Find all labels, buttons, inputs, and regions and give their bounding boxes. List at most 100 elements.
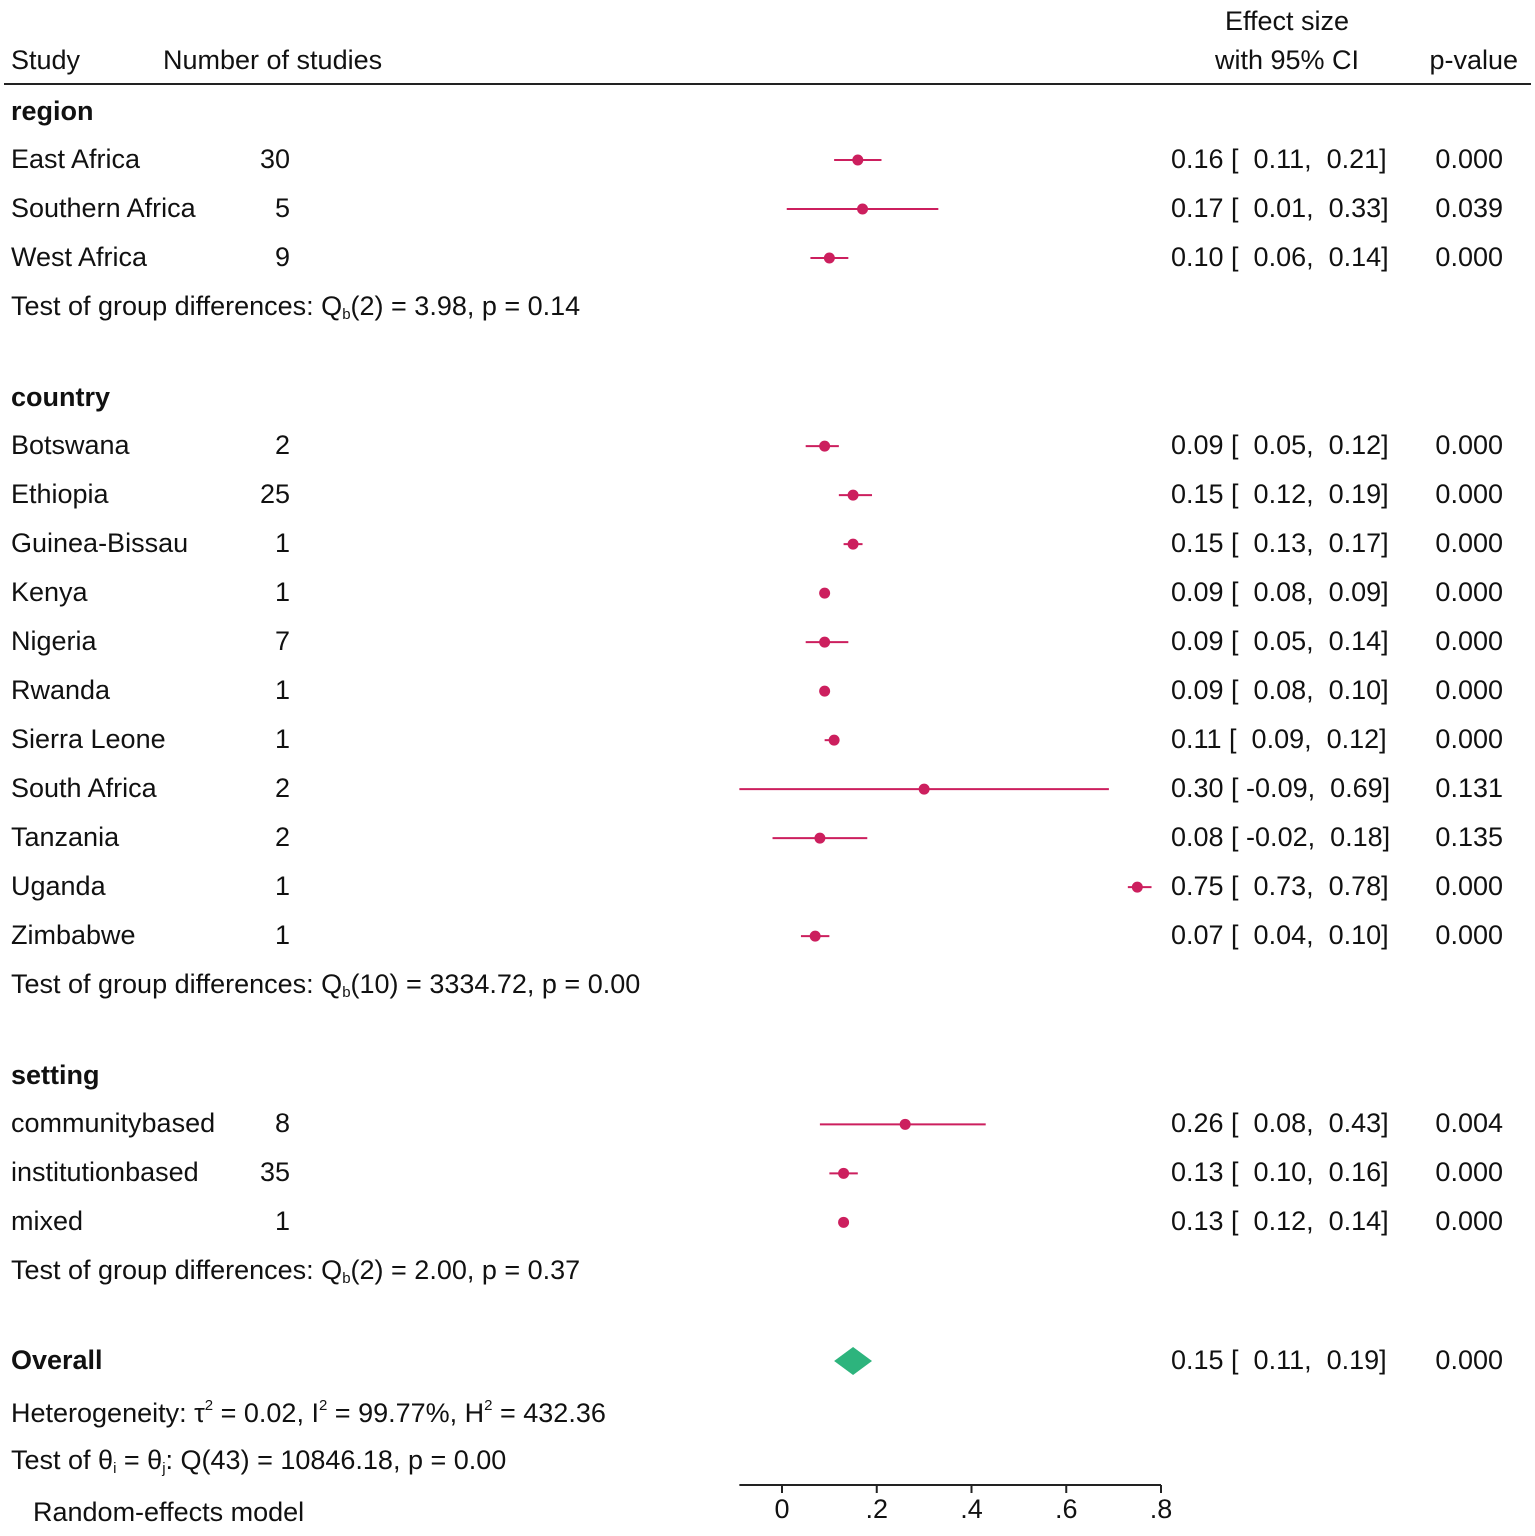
row-pvalue: 0.000 xyxy=(1435,675,1503,706)
effect-point-uganda xyxy=(1131,881,1143,893)
row-pvalue: 0.000 xyxy=(1435,724,1503,755)
row-n-studies: 1 xyxy=(274,1206,290,1237)
row-pvalue: 0.000 xyxy=(1435,479,1503,510)
row-n-studies: 1 xyxy=(274,528,290,559)
row-n-studies: 1 xyxy=(274,675,290,706)
row-pvalue: 0.000 xyxy=(1435,528,1503,559)
x-axis-tick-label: .6 xyxy=(1054,1494,1078,1524)
row-label: Tanzania xyxy=(11,822,120,853)
effect-point-ethiopia xyxy=(847,489,859,501)
row-label: South Africa xyxy=(11,773,157,804)
group-heading-setting: setting xyxy=(11,1060,100,1091)
row-ci-text: 0.08 [ -0.02, 0.18] xyxy=(1171,822,1391,853)
row-pvalue: 0.000 xyxy=(1435,144,1503,174)
effect-point-south-africa xyxy=(918,783,930,795)
homogeneity-test-note: Test of θi = θj: Q(43) = 10846.18, p = 0… xyxy=(11,1445,507,1477)
row-n-studies: 1 xyxy=(274,724,290,755)
row-label: Ethiopia xyxy=(11,479,109,510)
row-ci-text: 0.15 [ 0.13, 0.17] xyxy=(1171,528,1389,559)
heterogeneity-note: Heterogeneity: τ2 = 0.02, I2 = 99.77%, H… xyxy=(11,1397,606,1428)
row-n-studies: 2 xyxy=(274,430,290,461)
row-ci-text: 0.13 [ 0.12, 0.14] xyxy=(1171,1206,1389,1237)
row-ci-text: 0.15 [ 0.12, 0.19] xyxy=(1171,479,1389,510)
row-ci-text: 0.09 [ 0.08, 0.09] xyxy=(1171,577,1389,608)
row-label: West Africa xyxy=(11,242,148,272)
row-ci-text: 0.11 [ 0.09, 0.12] xyxy=(1171,724,1387,755)
row-label: mixed xyxy=(11,1206,84,1237)
effect-point-institutionbased xyxy=(838,1167,850,1179)
x-axis-tick-label: .4 xyxy=(960,1494,983,1524)
effect-point-west-africa xyxy=(823,252,835,264)
row-n-studies: 1 xyxy=(274,577,290,608)
effect-point-southern-africa xyxy=(857,203,869,215)
row-label: Sierra Leone xyxy=(11,724,166,755)
row-n-studies: 1 xyxy=(274,871,290,902)
group-heading-region: region xyxy=(11,96,94,126)
row-label: Guinea-Bissau xyxy=(11,528,189,559)
overall-ci-text: 0.15 [ 0.11, 0.19] xyxy=(1171,1345,1387,1375)
row-pvalue: 0.000 xyxy=(1435,577,1503,608)
row-n-studies: 25 xyxy=(259,479,290,510)
row-n-studies: 8 xyxy=(274,1108,290,1139)
overall-diamond xyxy=(834,1347,873,1375)
x-axis-tick-label: .2 xyxy=(865,1494,889,1524)
row-ci-text: 0.09 [ 0.08, 0.10] xyxy=(1171,675,1389,706)
group-test-country: Test of group differences: Qb(10) = 3334… xyxy=(11,969,641,1002)
effect-point-nigeria xyxy=(819,636,831,648)
x-axis-tick-label: 0 xyxy=(774,1494,790,1524)
row-pvalue: 0.000 xyxy=(1435,1157,1503,1188)
effect-point-tanzania xyxy=(814,832,826,844)
row-label: Botswana xyxy=(11,430,130,461)
effect-point-botswana xyxy=(819,440,831,452)
row-label: Southern Africa xyxy=(11,193,196,223)
col-header-effect-line2: with 95% CI xyxy=(1214,45,1360,75)
row-n-studies: 7 xyxy=(274,626,290,657)
row-n-studies: 9 xyxy=(274,242,290,272)
row-ci-text: 0.16 [ 0.11, 0.21] xyxy=(1171,144,1387,174)
row-label: institutionbased xyxy=(11,1157,199,1188)
col-header-study: Study xyxy=(11,45,81,75)
row-ci-text: 0.26 [ 0.08, 0.43] xyxy=(1171,1108,1389,1139)
row-n-studies: 1 xyxy=(274,920,290,951)
effect-point-kenya xyxy=(819,587,831,599)
effect-point-zimbabwe xyxy=(809,930,821,942)
row-label: East Africa xyxy=(11,144,141,174)
row-n-studies: 35 xyxy=(259,1157,290,1188)
row-label: Kenya xyxy=(11,577,88,608)
effect-point-rwanda xyxy=(819,685,831,697)
col-header-effect-line1: Effect size xyxy=(1224,6,1350,36)
row-pvalue: 0.000 xyxy=(1435,871,1503,902)
group-heading-country: country xyxy=(11,382,111,413)
effect-point-sierra-leone xyxy=(828,734,840,746)
row-pvalue: 0.039 xyxy=(1435,193,1503,223)
row-label: communitybased xyxy=(11,1108,216,1139)
row-n-studies: 5 xyxy=(274,193,290,223)
row-ci-text: 0.09 [ 0.05, 0.14] xyxy=(1171,626,1389,657)
row-ci-text: 0.75 [ 0.73, 0.78] xyxy=(1171,871,1389,902)
row-pvalue: 0.000 xyxy=(1435,242,1503,272)
row-n-studies: 30 xyxy=(259,144,290,174)
row-pvalue: 0.000 xyxy=(1435,430,1503,461)
group-test-region: Test of group differences: Qb(2) = 3.98,… xyxy=(11,291,581,323)
x-axis-tick-label: .8 xyxy=(1149,1494,1173,1524)
model-note: Random-effects model xyxy=(33,1497,305,1527)
row-pvalue: 0.000 xyxy=(1435,1206,1503,1237)
col-header-pvalue: p-value xyxy=(1429,45,1518,75)
row-pvalue: 0.004 xyxy=(1435,1108,1503,1139)
row-label: Nigeria xyxy=(11,626,97,657)
effect-point-communitybased xyxy=(899,1118,911,1130)
row-ci-text: 0.07 [ 0.04, 0.10] xyxy=(1171,920,1389,951)
row-ci-text: 0.17 [ 0.01, 0.33] xyxy=(1171,193,1389,223)
effect-point-east-africa xyxy=(852,154,864,166)
row-label: Rwanda xyxy=(11,675,111,706)
row-ci-text: 0.09 [ 0.05, 0.12] xyxy=(1171,430,1389,461)
row-label: Zimbabwe xyxy=(11,920,136,951)
row-ci-text: 0.30 [ -0.09, 0.69] xyxy=(1171,773,1391,804)
row-pvalue: 0.135 xyxy=(1435,822,1503,853)
row-pvalue: 0.131 xyxy=(1435,773,1503,804)
group-test-setting: Test of group differences: Qb(2) = 2.00,… xyxy=(11,1255,581,1288)
effect-point-mixed xyxy=(838,1216,850,1228)
row-ci-text: 0.10 [ 0.06, 0.14] xyxy=(1171,242,1389,272)
overall-pvalue: 0.000 xyxy=(1435,1345,1503,1375)
